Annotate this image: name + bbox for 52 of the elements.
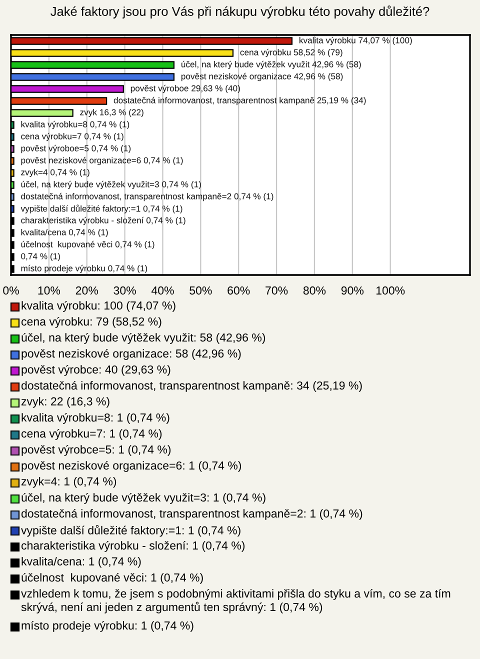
x-tick-label: 40% xyxy=(151,286,174,295)
legend-label: dostatečná informovanost, transparentnost kampaně: 34 (25,19 %) xyxy=(21,381,362,392)
data-label: kvalita výrobku 74,07 % (100) xyxy=(300,36,412,46)
legend-label: charakteristika výrobku - složení: 1 (0,74 %) xyxy=(21,541,245,552)
legend-label: cena výrobku: 79 (58,52 %) xyxy=(21,317,162,328)
legend-label: vypište další důležité faktory:=1: 1 (0,74 %) xyxy=(21,525,240,537)
legend-label: účel, na který bude výtěžek využit: 58 (42,96 %) xyxy=(22,333,266,344)
data-label: zvyk 16,3 % (22) xyxy=(80,108,144,118)
legend-label: vzhledem k tomu, že jsem s podobnými aktivitami přišla do styku a vím, co se za tím skrývá, není ani jeden z argumentů ten správný: 1 (0,74 %) xyxy=(21,589,450,614)
legend-label: pověst výrobce: 40 (29,63 %) xyxy=(22,365,170,376)
data-label: kvalita výrobku=8 0,74 % (1) xyxy=(21,120,130,130)
x-tick-label: 70% xyxy=(266,286,288,295)
data-label: pověst výroboe=5 0,74 % (1) xyxy=(21,144,131,154)
data-label: pověst výroboe 29,63 % (40) xyxy=(130,84,240,94)
data-label: dostatečná informovanost, transparentnost kampaně 25,19 % (34) xyxy=(114,96,366,106)
x-tick-label: 100% xyxy=(376,286,405,295)
data-label: vypište další důležité faktory:=1 0,74 % (1) xyxy=(20,204,182,214)
legend-label: zvyk=4: 1 (0,74 %) xyxy=(21,477,116,488)
legend-label: účelnost kupované věci: 1 (0,74 %) xyxy=(22,573,203,584)
chart-title: Jaké faktory jsou pro Vás při nákupu výrobku této povahy důležité? xyxy=(50,6,430,18)
data-label: cena výrobku=7 0,74 % (1) xyxy=(21,132,124,142)
data-label: 0,74 % (1) xyxy=(21,252,60,262)
data-label: charakteristika výrobku - složení 0,74 % (1) xyxy=(21,216,186,226)
x-tick-label: 80% xyxy=(303,286,326,295)
legend-label: cena výrobku=7: 1 (0,74 %) xyxy=(21,429,162,440)
legend-label: zvyk: 22 (16,3 %) xyxy=(21,397,110,408)
data-label: účelnost kupované věci 0,74 % (1) xyxy=(21,240,154,250)
legend-label: kvalita/cena: 1 (0,74 %) xyxy=(22,557,141,568)
data-label: pověst neziskové organizace 42,96 % (58) xyxy=(181,72,343,82)
legend-label: kvalita výrobku=8: 1 (0,74 %) xyxy=(22,413,170,424)
legend-label: místo prodeje výrobku: 1 (0,74 %) xyxy=(22,621,194,632)
data-label: účel, na který bude výtěžek využit 42,96 % (58) xyxy=(181,60,361,70)
legend-label: pověst výrobce=5: 1 (0,74 %) xyxy=(22,445,171,456)
x-tick-label: 10% xyxy=(38,286,60,295)
data-label: dostatečná informovanost, transparentnost kampaně=2 0,74 % (1) xyxy=(21,192,274,202)
x-tick-label: 50% xyxy=(190,286,212,295)
x-tick-label: 20% xyxy=(76,286,98,295)
data-label: cena výrobku 58,52 % (79) xyxy=(240,48,342,58)
x-tick-label: 90% xyxy=(341,286,364,295)
legend-label: kvalita výrobku: 100 (74,07 %) xyxy=(22,301,176,312)
x-tick-label: 0% xyxy=(3,286,19,295)
x-tick-label: 30% xyxy=(114,286,136,295)
data-label: pověst neziskové organizace=6 0,74 % (1) xyxy=(21,156,183,166)
legend-label: dostatečná informovanost, transparentnost kampaně=2: 1 (0,74 %) xyxy=(21,509,362,520)
x-tick-label: 60% xyxy=(228,286,250,295)
data-label: zvyk=4 0,74 % (1) xyxy=(21,168,90,178)
data-label: účel, na který bude výtěžek využit=3 0,74 % (1) xyxy=(21,180,201,190)
legend-label: pověst neziskové organizace=6: 1 (0,74 %) xyxy=(22,461,242,472)
data-label: místo prodeje výrobku 0,74 % (1) xyxy=(21,264,148,274)
data-label: kvalita/cena 0,74 % (1) xyxy=(21,228,108,238)
legend-label: účel, na který bude výtěžek využit=3: 1 (0,74 %) xyxy=(22,493,266,504)
legend-label: pověst neziskové organizace: 58 (42,96 %) xyxy=(22,349,241,360)
